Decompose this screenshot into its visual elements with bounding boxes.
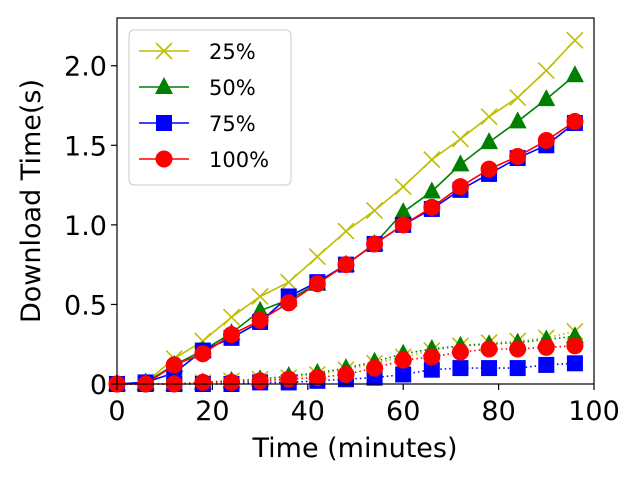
- legend-box: [128, 29, 292, 186]
- legend-item: 25%: [139, 40, 256, 64]
- data-point: [222, 326, 240, 344]
- x-tick-label: 40: [291, 396, 325, 427]
- data-point: [566, 355, 583, 372]
- x-tick-label: 20: [195, 396, 229, 427]
- data-point: [280, 273, 298, 291]
- data-point: [394, 351, 412, 369]
- y-tick-label: 1.5: [64, 131, 107, 162]
- data-point: [537, 61, 555, 80]
- data-point: [451, 343, 469, 361]
- data-point: [480, 160, 498, 178]
- data-point: [337, 222, 355, 240]
- legend-item: 100%: [139, 148, 269, 172]
- x-tick-label: 80: [481, 396, 515, 427]
- data-point: [423, 348, 441, 366]
- legend-label: 50%: [209, 76, 256, 100]
- y-tick-label: 0: [90, 370, 107, 401]
- data-point: [451, 154, 470, 172]
- data-point: [538, 356, 555, 373]
- data-point: [537, 89, 556, 107]
- data-point: [423, 198, 441, 216]
- data-point: [565, 65, 584, 83]
- data-point: [509, 360, 526, 377]
- legend-label: 100%: [209, 148, 269, 172]
- y-axis-label: Download Time(s): [16, 79, 47, 323]
- y-tick-label: 1.0: [64, 211, 107, 242]
- data-point: [481, 360, 498, 377]
- legend-label: 75%: [209, 112, 256, 136]
- data-point: [480, 108, 498, 126]
- data-point: [366, 201, 384, 220]
- data-point: [251, 372, 269, 390]
- series-0: [108, 31, 584, 393]
- data-point: [423, 361, 440, 378]
- legend-item: 75%: [139, 112, 256, 136]
- x-tick-label: 100: [568, 396, 620, 427]
- legend-item: 50%: [139, 76, 256, 100]
- data-point: [537, 338, 555, 356]
- legend: 25% 50% 75% 100%: [128, 29, 292, 186]
- data-point: [194, 373, 212, 391]
- x-axis-label: Time (minutes): [251, 433, 457, 464]
- data-point: [251, 287, 269, 306]
- series-7: [108, 337, 584, 393]
- data-point: [480, 132, 499, 150]
- legend-marker: [155, 42, 173, 60]
- data-point: [480, 340, 498, 358]
- data-point: [366, 359, 384, 377]
- legend-marker: [155, 77, 173, 94]
- data-point: [308, 275, 326, 293]
- data-point: [423, 151, 441, 169]
- data-point: [222, 373, 240, 391]
- data-point: [251, 311, 269, 329]
- data-point: [452, 360, 469, 377]
- data-point: [509, 340, 527, 358]
- series-layer: [108, 31, 584, 393]
- data-point: [280, 294, 298, 312]
- legend-marker: [156, 115, 172, 131]
- data-point: [165, 356, 183, 374]
- data-point: [422, 181, 441, 199]
- data-point: [366, 235, 384, 253]
- data-point: [394, 178, 412, 196]
- axes-layer: 0 20 40 60 80 100 0 0.5 1.0 1.5 2.0: [64, 52, 620, 427]
- data-point: [337, 256, 355, 274]
- data-point: [451, 130, 470, 148]
- data-point: [395, 366, 412, 383]
- data-point: [508, 111, 527, 129]
- x-tick-label: 60: [386, 396, 420, 427]
- data-point: [280, 370, 298, 388]
- data-point: [337, 365, 355, 383]
- y-tick-label: 0.5: [64, 290, 107, 321]
- data-point: [222, 308, 241, 326]
- data-point: [509, 147, 527, 165]
- data-point: [566, 112, 584, 130]
- data-point: [566, 31, 584, 49]
- legend-label: 25%: [209, 40, 256, 64]
- data-point: [194, 345, 212, 363]
- y-tick-label: 2.0: [64, 52, 107, 83]
- x-tick-label: 0: [108, 396, 125, 427]
- data-point: [509, 88, 527, 107]
- data-point: [394, 202, 413, 220]
- data-point: [537, 132, 555, 150]
- data-point: [566, 337, 584, 355]
- data-point: [451, 178, 469, 196]
- data-point: [308, 248, 326, 266]
- data-point: [308, 369, 326, 387]
- plot-frame: [116, 17, 595, 385]
- data-point: [394, 216, 412, 234]
- legend-marker: [155, 150, 173, 168]
